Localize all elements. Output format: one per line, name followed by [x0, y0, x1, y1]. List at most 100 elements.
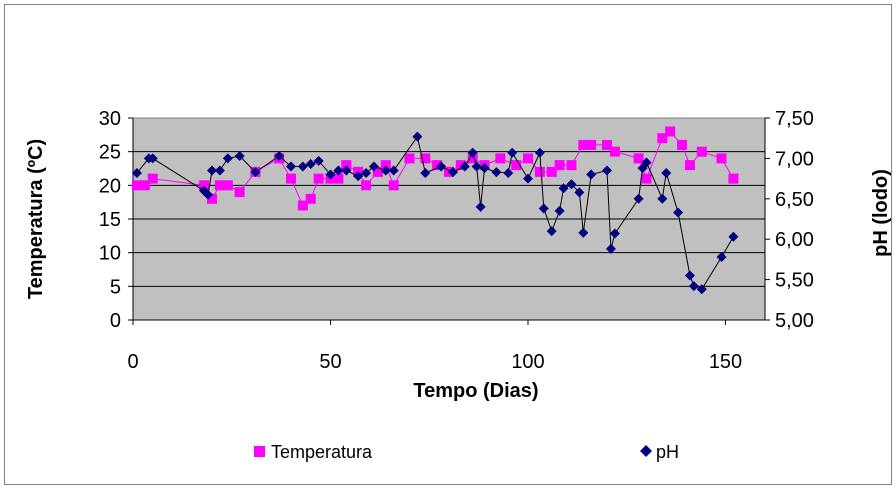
temperature-point: [696, 146, 707, 157]
temperature-point: [467, 153, 478, 164]
ph-point: [661, 167, 672, 178]
ph-point: [436, 161, 447, 172]
ph-point: [214, 165, 225, 176]
y2-tick-label: 6,50: [775, 189, 814, 211]
ph-point: [578, 227, 589, 238]
temperature-point: [139, 180, 150, 191]
ph-point: [491, 167, 502, 178]
legend-temperature-label: Temperatura: [271, 442, 373, 462]
ph-point: [380, 165, 391, 176]
temperature-point: [131, 180, 142, 191]
ph-point: [566, 179, 577, 190]
y2-tick-label: 6,00: [775, 229, 814, 251]
ph-point: [250, 167, 261, 178]
temperature-point: [388, 180, 399, 191]
y2-tick-label: 7,50: [775, 108, 814, 130]
temperature-point: [728, 173, 739, 184]
ph-point: [313, 155, 324, 166]
ph-point: [471, 161, 482, 172]
x-tick-label: 150: [709, 351, 742, 373]
y-axis-title: Temperatura (ºC): [25, 139, 47, 299]
x-tick-label: 50: [319, 351, 341, 373]
ph-point: [203, 189, 214, 200]
ph-point: [353, 171, 364, 182]
ph-point: [147, 153, 158, 164]
temperature-point: [341, 160, 352, 171]
x-tick-label: 100: [511, 351, 544, 373]
ph-point: [696, 284, 707, 295]
ph-point: [361, 167, 372, 178]
ph-point: [388, 165, 399, 176]
temperature-point: [665, 126, 676, 137]
temperature-point: [566, 160, 577, 171]
y-tick-label: 5: [110, 276, 121, 298]
legend-ph-marker: [640, 445, 652, 457]
temperature-point: [609, 146, 620, 157]
y2-tick-label: 5,50: [775, 270, 814, 292]
temperature-point: [372, 166, 383, 177]
ph-point: [507, 147, 518, 158]
temperature-point: [657, 133, 668, 144]
temperature-point: [677, 139, 688, 150]
y-tick-label: 15: [99, 209, 121, 231]
temperature-point: [455, 160, 466, 171]
ph-point: [368, 161, 379, 172]
y2-tick-label: 7,00: [775, 148, 814, 170]
ph-point: [420, 167, 431, 178]
ph-point: [633, 193, 644, 204]
x-tick-label: 0: [127, 351, 138, 373]
y-tick-label: 10: [99, 243, 121, 265]
temperature-point: [313, 173, 324, 184]
y-tick-label: 30: [99, 108, 121, 130]
temperature-point: [546, 166, 557, 177]
ph-point: [467, 147, 478, 158]
ph-point: [716, 251, 727, 262]
ph-point: [475, 201, 486, 212]
temperature-point: [432, 160, 443, 171]
temperature-point: [361, 180, 372, 191]
temperature-point: [534, 166, 545, 177]
temperature-point: [420, 153, 431, 164]
ph-point: [546, 226, 557, 237]
y-tick-label: 25: [99, 142, 121, 164]
temperature-point: [586, 139, 597, 150]
ph-point: [274, 150, 285, 161]
ph-point: [341, 165, 352, 176]
temperature-point: [297, 200, 308, 211]
ph-series: [131, 131, 739, 295]
temperature-point: [641, 173, 652, 184]
ph-point: [131, 167, 142, 178]
temperature-point: [214, 180, 225, 191]
y2-tick-label: 5,00: [775, 310, 814, 332]
x-axis-title: Tempo (Dias): [413, 380, 538, 402]
y-tick-label: 0: [110, 310, 121, 332]
ph-point: [586, 169, 597, 180]
ph-point: [222, 153, 233, 164]
temperature-point: [511, 160, 522, 171]
temperature-point: [523, 153, 533, 164]
ph-point: [558, 183, 569, 194]
temperature-point: [207, 193, 217, 204]
y-tick-label: 20: [99, 175, 121, 197]
ph-point: [325, 169, 336, 180]
ph-point: [305, 159, 316, 170]
temperature-point: [286, 173, 296, 184]
ph-point: [554, 205, 565, 216]
ph-point: [523, 173, 533, 184]
temperature-point: [716, 153, 727, 164]
ph-point: [459, 161, 470, 172]
temperature-point: [495, 153, 506, 164]
temperature-point: [380, 160, 391, 171]
temperature-point: [404, 153, 415, 164]
legend-ph-label: pH: [656, 442, 679, 462]
temperature-point: [234, 187, 245, 198]
ph-point: [412, 131, 423, 142]
ph-point: [538, 203, 549, 214]
ph-point: [728, 231, 739, 242]
ph-point: [641, 157, 652, 168]
ph-point: [534, 147, 545, 158]
temperature-point: [333, 173, 344, 184]
legend: Temperatura pH: [254, 442, 679, 462]
temperature-point: [305, 193, 316, 204]
